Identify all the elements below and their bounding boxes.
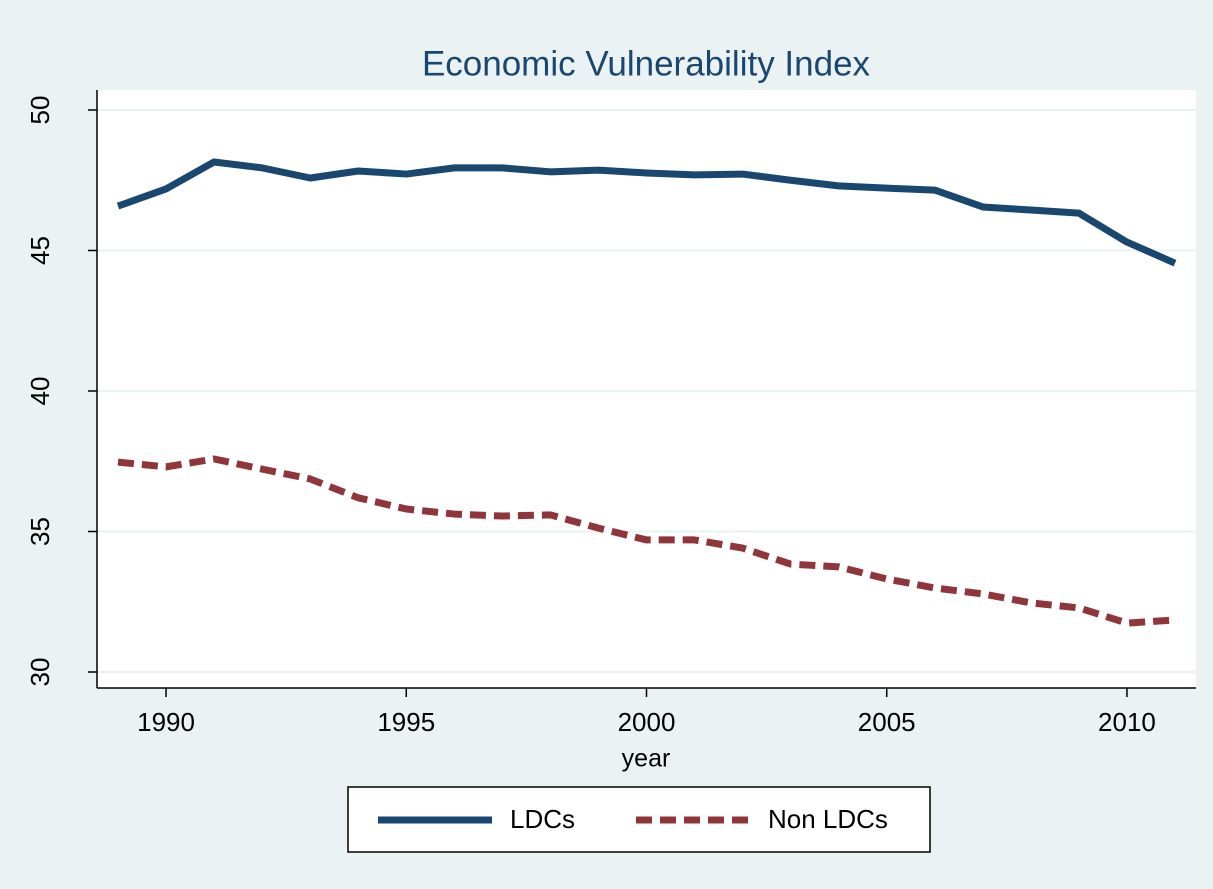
y-tick-label: 45	[25, 236, 55, 265]
legend-label: LDCs	[510, 804, 575, 834]
x-tick-label: 1995	[377, 707, 435, 737]
x-tick-label: 2000	[618, 707, 676, 737]
x-tick-label: 2005	[858, 707, 916, 737]
series-line	[116, 158, 1177, 267]
x-tick-label: 1990	[137, 707, 195, 737]
y-tick-label: 50	[25, 96, 55, 125]
x-axis-label: year	[622, 745, 671, 773]
chart-title: Economic Vulnerability Index	[422, 44, 871, 83]
x-tick-label: 2010	[1098, 707, 1156, 737]
plot-area	[97, 90, 1196, 688]
series-line	[117, 455, 1176, 627]
y-tick-label: 35	[25, 517, 55, 546]
y-tick-label: 40	[25, 377, 55, 406]
y-tick-label: 30	[25, 658, 55, 687]
legend-label: Non LDCs	[768, 804, 888, 834]
